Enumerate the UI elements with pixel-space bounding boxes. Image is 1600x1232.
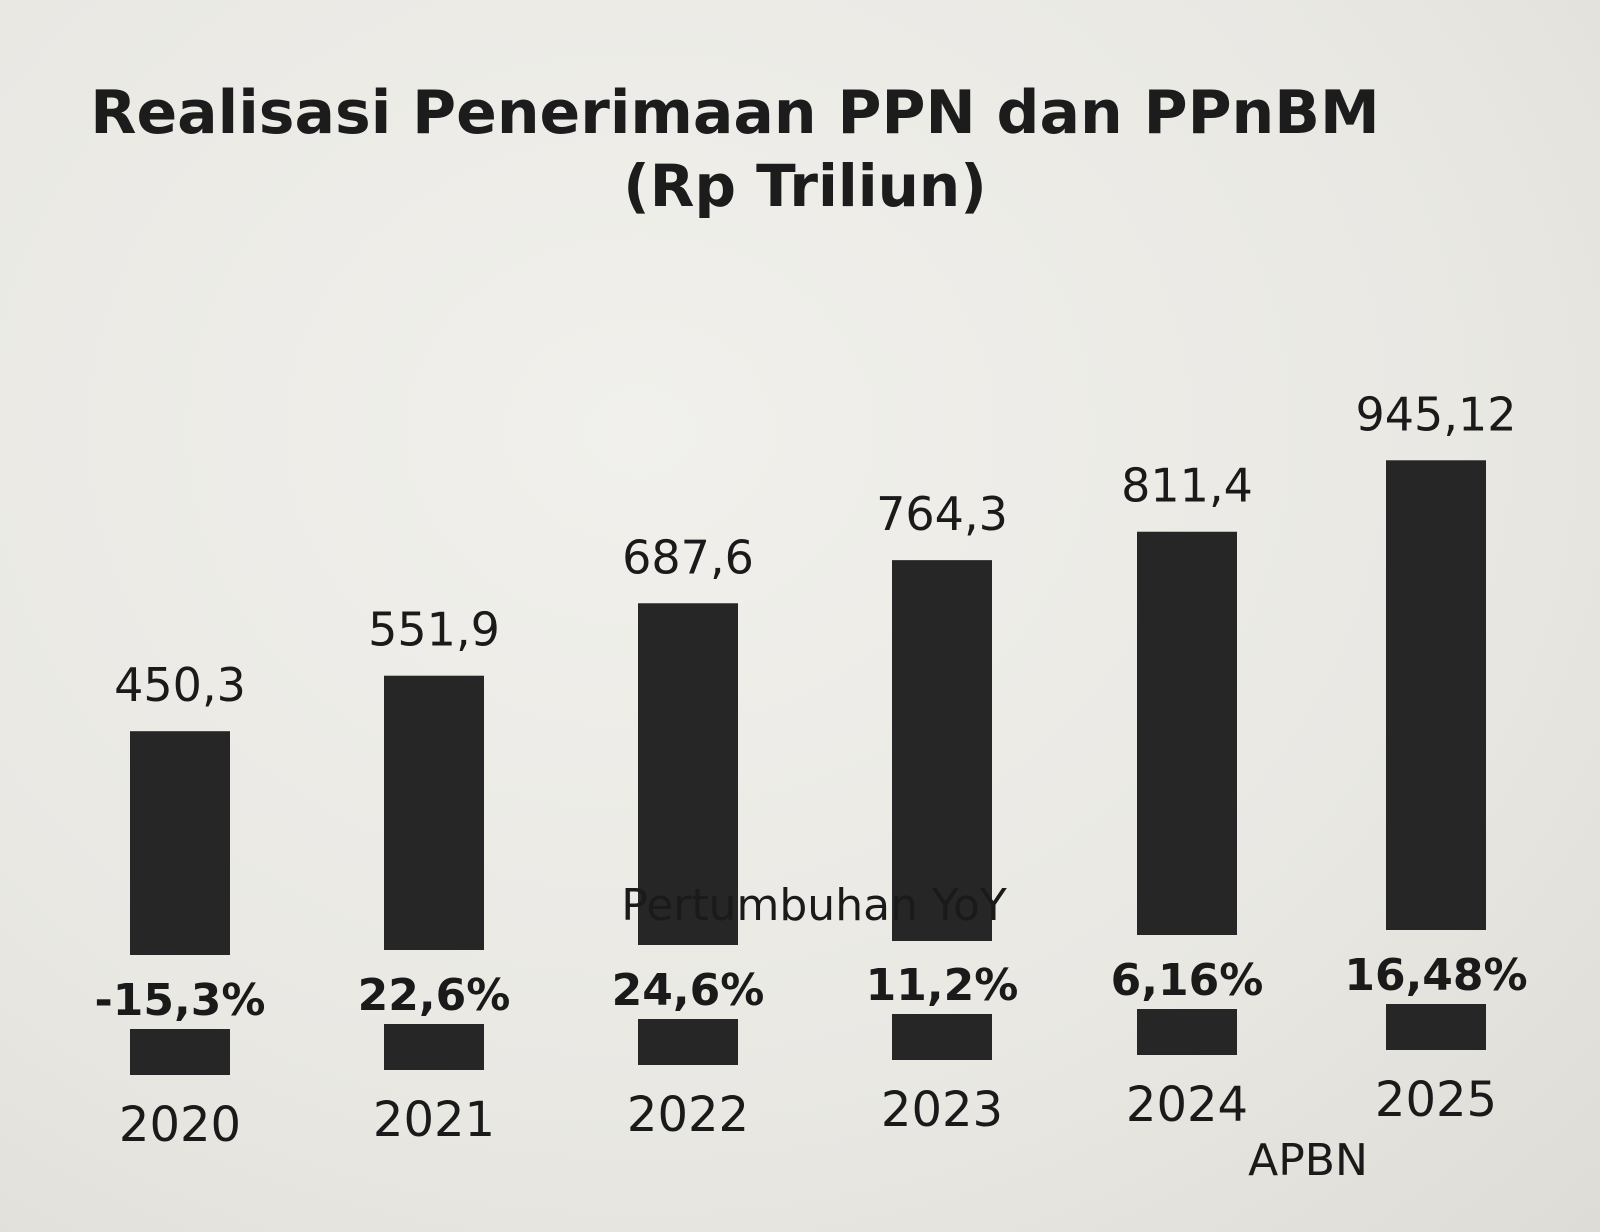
bar-2024	[1137, 531, 1237, 935]
year-label-2023: 2023	[881, 1082, 1003, 1138]
bar-2021	[384, 675, 484, 950]
bars-layer: 450,3 -15,3% 2020 551,9 22,6% 2021 687,6 24,6% 2…	[95, 387, 1528, 1153]
value-label-2023: 764,3	[876, 487, 1008, 541]
value-label-2024: 811,4	[1121, 459, 1253, 513]
growth-label-2021: 22,6%	[358, 970, 511, 1021]
growth-chip-2025	[1386, 1004, 1486, 1050]
growth-label-2020: -15,3%	[95, 975, 266, 1026]
apbn-note: APBN	[1248, 1135, 1368, 1186]
growth-legend: Pertumbuhan YoY	[621, 880, 1007, 941]
value-label-2025: 945,12	[1356, 387, 1517, 441]
value-label-2020: 450,3	[114, 658, 246, 712]
bar-2022	[638, 603, 738, 945]
value-label-2021: 551,9	[368, 603, 500, 657]
growth-chip-2023	[892, 1014, 992, 1060]
growth-chip-2024	[1137, 1009, 1237, 1055]
growth-chip-2020	[130, 1029, 230, 1075]
growth-label-2023: 11,2%	[866, 960, 1019, 1011]
value-label-2022: 687,6	[622, 530, 754, 584]
growth-chip-2022	[638, 1019, 738, 1065]
bar-2020	[130, 731, 230, 955]
bar-2023	[892, 560, 992, 940]
bar-2025	[1386, 460, 1486, 930]
growth-chip-2021	[384, 1024, 484, 1070]
growth-label-2022: 24,6%	[612, 965, 765, 1016]
year-label-2022: 2022	[627, 1087, 749, 1143]
year-label-2021: 2021	[373, 1092, 495, 1148]
growth-legend-label: Pertumbuhan YoY	[621, 880, 1007, 931]
growth-label-2024: 6,16%	[1111, 955, 1264, 1006]
year-label-2025: 2025	[1375, 1072, 1497, 1128]
chart-subtitle: (Rp Triliun)	[623, 152, 987, 220]
chart-title: Realisasi Penerimaan PPN dan PPnBM	[90, 78, 1380, 148]
year-label-2024: 2024	[1126, 1077, 1248, 1133]
growth-label-2025: 16,48%	[1344, 950, 1527, 1001]
year-label-2020: 2020	[119, 1097, 241, 1153]
